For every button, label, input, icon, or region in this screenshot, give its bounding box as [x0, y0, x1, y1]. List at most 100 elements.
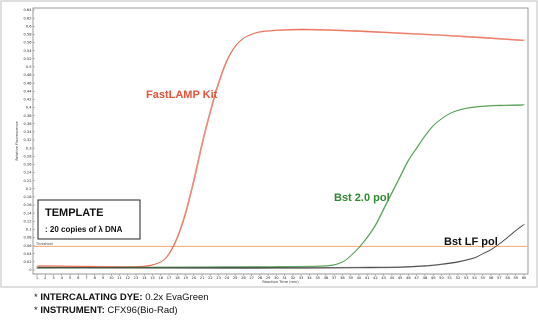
y-tick-label: 0.12 — [23, 219, 31, 223]
y-axis: 0 0.02 0.04 0.06 0.08 0.1 0.12 0.14 0.16 0.18 0.2 0… — [23, 8, 35, 272]
x-tick-label: 15 — [150, 276, 155, 280]
y-tick-label: 0.08 — [23, 236, 32, 240]
y-tick-label: 0.1 — [26, 228, 32, 232]
x-tick-label: 20 — [192, 276, 197, 280]
x-tick-label: 49 — [431, 276, 436, 280]
x-tick-label: 50 — [439, 276, 444, 280]
x-tick-label: 23 — [216, 276, 221, 280]
x-tick-label: 17 — [167, 276, 172, 280]
y-tick-label: 0.26 — [23, 163, 32, 167]
x-tick-label: 34 — [307, 276, 312, 280]
x-tick-label: 4 — [61, 276, 64, 280]
x-axis: 1 2 3 4 5 6 7 8 9 10 11 12 13 14 15 16 17 18 19 20 21 22 23 24 2… — [36, 274, 527, 280]
y-tick-label: 0.18 — [23, 195, 32, 199]
y-tick-label: 0.46 — [23, 81, 32, 85]
y-tick-label: 0.34 — [23, 130, 32, 134]
x-tick-label: 12 — [126, 276, 131, 280]
y-tick-label: 0.44 — [23, 89, 32, 93]
y-tick-label: 0.22 — [23, 179, 31, 183]
note-dye-prefix: * — [34, 292, 41, 303]
x-tick-label: 6 — [77, 276, 80, 280]
x-tick-label: 2 — [44, 276, 46, 280]
x-tick-label: 30 — [274, 276, 279, 280]
x-tick-label: 53 — [464, 276, 469, 280]
series-line-0-rep1 — [37, 28, 525, 267]
series-line-2-rep1 — [37, 223, 525, 269]
note-instrument-label: INSTRUMENT: — [40, 304, 105, 316]
x-tick-label: 51 — [447, 276, 452, 280]
y-tick-label: 0.58 — [23, 33, 32, 37]
x-tick-label: 29 — [266, 276, 271, 280]
y-tick-label: 0.2 — [26, 187, 32, 191]
x-tick-label: 45 — [398, 276, 403, 280]
y-tick-label: 0.14 — [23, 211, 32, 215]
y-tick-label: 0.16 — [23, 203, 32, 207]
y-tick-label: 0.06 — [23, 244, 32, 248]
y-tick-label: 0.62 — [23, 16, 31, 20]
y-tick-label: 0.24 — [23, 171, 32, 175]
y-axis-label: Relative Fluorescence — [15, 121, 19, 161]
threshold-layer: Threshold — [33, 242, 528, 248]
y-tick-label: 0.6 — [26, 24, 32, 28]
x-tick-label: 33 — [299, 276, 304, 280]
series-label-bstlf: Bst LF pol — [444, 236, 498, 248]
x-tick-label: 9 — [102, 276, 105, 280]
y-tick-label: 0.56 — [23, 41, 32, 45]
x-tick-label: 44 — [390, 276, 395, 280]
note-instrument-prefix: * — [34, 304, 41, 316]
x-tick-label: 26 — [241, 276, 246, 280]
series-label-fastlamp: FastLAMP Kit — [146, 89, 218, 101]
y-tick-label: 0.28 — [23, 154, 32, 158]
x-tick-label: 1 — [36, 276, 38, 280]
x-tick-label: 24 — [225, 276, 230, 280]
x-tick-label: 22 — [208, 276, 213, 280]
x-tick-label: 54 — [472, 276, 477, 280]
x-tick-label: 39 — [348, 276, 353, 280]
y-tick-label: 0.54 — [23, 49, 32, 53]
x-tick-label: 7 — [85, 276, 87, 280]
template-box-title: TEMPLATE — [45, 207, 103, 219]
y-tick-label: 0.5 — [26, 65, 32, 69]
x-tick-label: 59 — [513, 276, 518, 280]
x-tick-label: 35 — [315, 276, 320, 280]
note-dye: * INTERCALATING DYE: 0.2x EvaGreen — [34, 292, 534, 305]
x-tick-label: 43 — [381, 276, 386, 280]
x-tick-label: 37 — [332, 276, 337, 280]
y-tick-label: 0.64 — [23, 8, 32, 12]
x-tick-label: 32 — [291, 276, 296, 280]
y-tick-label: 0.04 — [23, 252, 32, 256]
x-tick-label: 48 — [423, 276, 428, 280]
x-tick-label: 25 — [233, 276, 238, 280]
x-tick-label: 46 — [406, 276, 411, 280]
x-tick-label: 36 — [324, 276, 329, 280]
x-tick-label: 18 — [175, 276, 180, 280]
x-tick-label: 11 — [117, 276, 122, 280]
y-tick-label: 0.3 — [26, 146, 32, 150]
x-tick-label: 16 — [159, 276, 164, 280]
x-tick-label: 47 — [414, 276, 419, 280]
x-tick-label: 10 — [109, 276, 114, 280]
notes: * INTERCALATING DYE: 0.2x EvaGreen * INS… — [34, 292, 534, 317]
x-tick-label: 40 — [357, 276, 362, 280]
x-tick-label: 42 — [373, 276, 378, 280]
x-tick-label: 41 — [365, 276, 370, 280]
x-tick-label: 19 — [183, 276, 188, 280]
y-tick-label: 0.36 — [23, 122, 32, 126]
note-instrument: * INSTRUMENT: CFX96(Bio-Rad) — [34, 305, 534, 318]
y-tick-label: 0.48 — [23, 73, 32, 77]
note-instrument-value: CFX96(Bio-Rad) — [104, 304, 178, 316]
x-tick-label: 5 — [69, 276, 71, 280]
note-dye-label: INTERCALATING DYE: — [40, 292, 143, 303]
y-tick-label: 0.42 — [23, 98, 31, 102]
y-tick-label: 0.52 — [23, 57, 31, 61]
template-box-text: : 20 copies of λ DNA — [45, 225, 123, 234]
x-tick-label: 60 — [522, 276, 527, 280]
y-tick-label: 0 — [29, 268, 32, 272]
x-tick-label: 8 — [94, 276, 97, 280]
x-tick-label: 27 — [249, 276, 254, 280]
x-tick-label: 28 — [258, 276, 263, 280]
y-tick-label: 0.38 — [23, 114, 32, 118]
x-tick-label: 3 — [52, 276, 54, 280]
x-tick-label: 55 — [480, 276, 485, 280]
